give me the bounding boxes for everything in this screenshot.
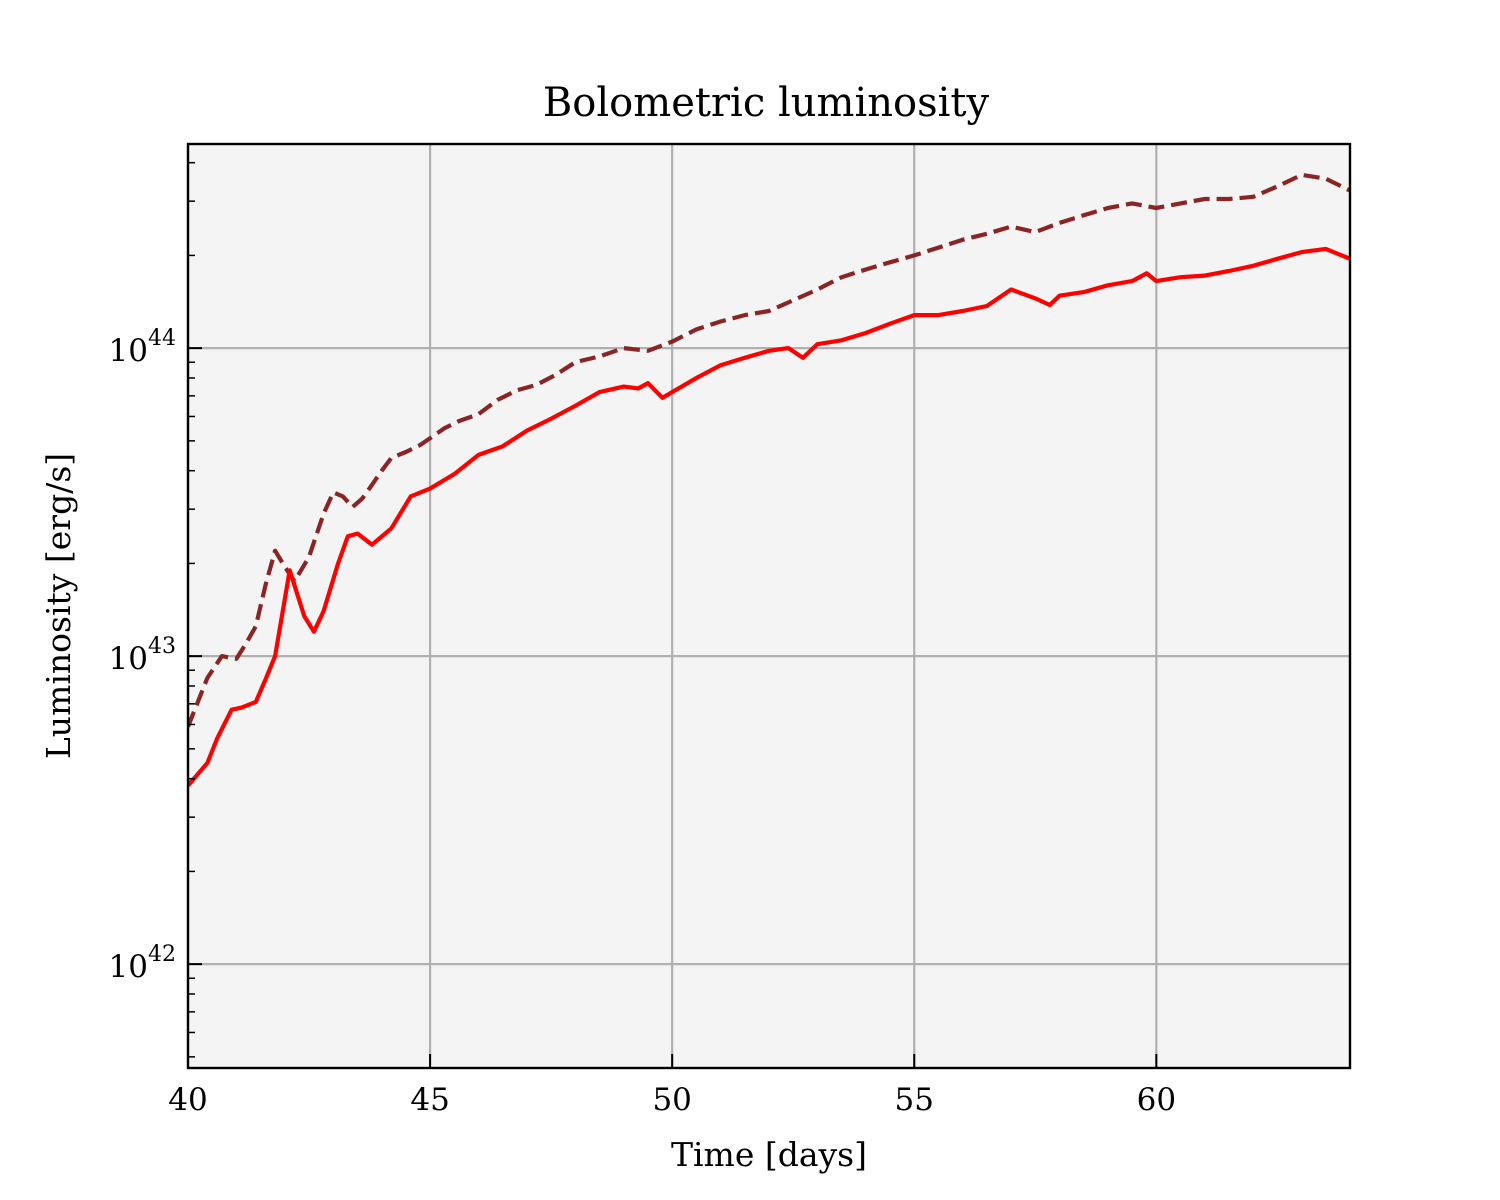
chart-title: Bolometric luminosity <box>543 80 990 126</box>
y-tick-base: 10 <box>109 333 148 369</box>
x-tick-label: 40 <box>168 1082 207 1118</box>
x-tick-label: 50 <box>652 1082 691 1118</box>
series-layer <box>188 172 1350 787</box>
y-tick-label: 1042 <box>109 942 176 985</box>
y-tick-exponent: 44 <box>148 326 176 351</box>
x-tick-label: 60 <box>1137 1082 1176 1118</box>
y-tick-exponent: 43 <box>148 634 176 659</box>
y-axis-label: Luminosity [erg/s] <box>39 453 78 759</box>
y-tick-label: 1043 <box>109 634 176 677</box>
plot-area <box>188 144 1350 1068</box>
y-tick-label: 1044 <box>109 326 176 369</box>
y-tick-base: 10 <box>109 949 148 985</box>
y-tick-exponent: 42 <box>148 942 176 967</box>
solid-series-line <box>188 246 1350 787</box>
x-axis-label: Time [days] <box>671 1135 867 1174</box>
grid <box>186 144 1350 1068</box>
plot-frame <box>186 142 1352 1070</box>
dashed-series-line <box>188 172 1350 728</box>
y-tick-base: 10 <box>109 641 148 677</box>
x-tick-label: 55 <box>895 1082 934 1118</box>
x-tick-label: 45 <box>410 1082 449 1118</box>
